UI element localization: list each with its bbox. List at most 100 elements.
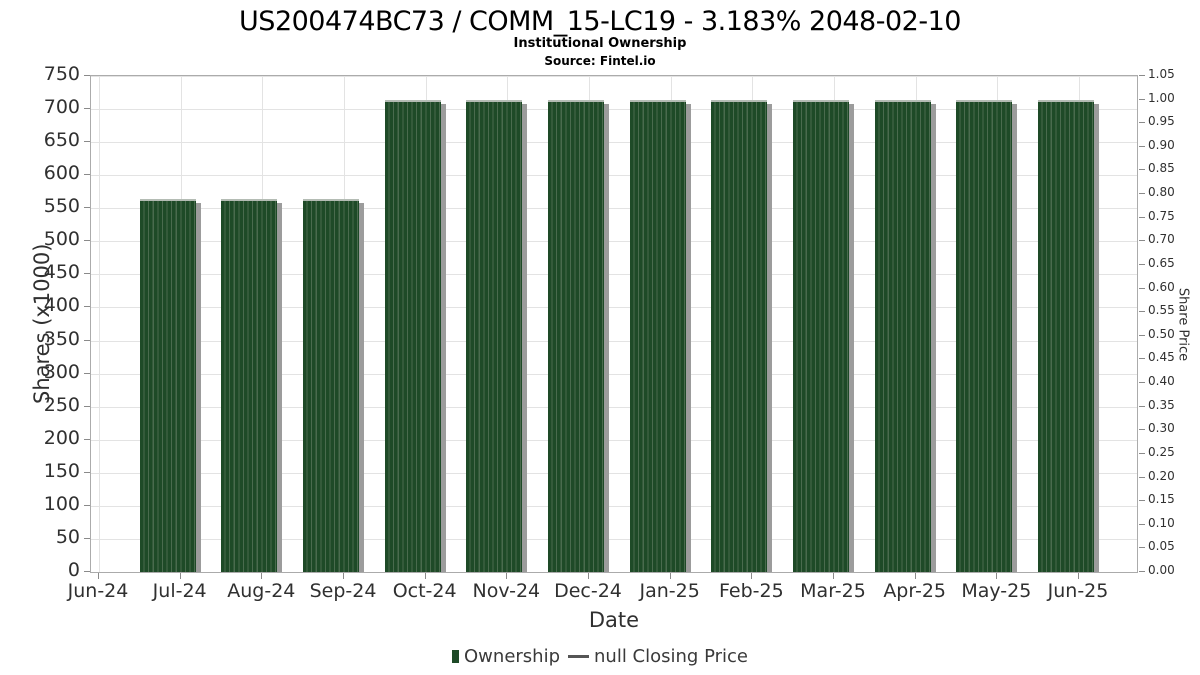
y-axis-tick-label-left: 650 <box>43 129 80 152</box>
y-axis-tickmark-left <box>84 405 90 407</box>
y-axis-tick-label-right: 0.60 <box>1148 279 1175 294</box>
y-axis-tickmark-left <box>84 174 90 176</box>
y-axis-label-right: Share Price <box>1175 287 1191 362</box>
ownership-bar-Jun-25[interactable] <box>1038 99 1094 572</box>
y-axis-tickmark-left <box>84 75 90 76</box>
x-axis-tickmark <box>424 573 426 579</box>
ownership-bar-Aug-24[interactable] <box>221 199 278 572</box>
gridline-horizontal <box>91 373 1137 375</box>
x-axis-tick-label: Apr-25 <box>883 580 946 602</box>
y-axis-tick-label-left: 100 <box>43 492 80 515</box>
y-axis-tickmark-right <box>1139 571 1145 572</box>
y-axis-tickmark-right <box>1139 98 1145 100</box>
x-axis-tick-label: Jan-25 <box>639 580 700 602</box>
x-axis-tick-label: Aug-24 <box>227 580 296 602</box>
gridline-horizontal <box>91 307 1137 309</box>
y-axis-tick-label-right: 0.70 <box>1148 232 1175 247</box>
ownership-swatch-icon <box>452 650 460 663</box>
y-axis-tickmark-right <box>1139 122 1145 124</box>
y-axis-tickmark-left <box>84 537 90 539</box>
y-axis-tick-label-left: 450 <box>43 261 80 284</box>
y-axis-tick-label-right: 0.75 <box>1148 208 1175 223</box>
ownership-bar-Sep-24[interactable] <box>303 199 359 572</box>
y-axis-tick-label-right: 1.05 <box>1148 67 1175 81</box>
y-axis-tickmark-right <box>1139 358 1145 360</box>
chart-title: US200474BC73 / COMM_15-LC19 - 3.183% 204… <box>239 6 961 37</box>
y-axis-tickmark-right <box>1139 263 1145 265</box>
y-axis-tick-label-left: 300 <box>43 360 80 383</box>
chart-source: Source: Fintel.io <box>544 54 656 68</box>
legend-item-closing-price[interactable]: null Closing Price <box>568 646 748 667</box>
y-axis-tickmark-right <box>1139 547 1145 549</box>
y-axis-tick-label-right: 1.00 <box>1148 90 1175 105</box>
y-axis-tickmark-right <box>1139 287 1145 289</box>
ownership-bar-Apr-25[interactable] <box>874 99 931 572</box>
x-axis-tickmark <box>506 573 508 579</box>
y-axis-label-left: Shares (x1000) <box>30 243 54 404</box>
ownership-bar-Mar-25[interactable] <box>793 99 849 572</box>
y-axis-tickmark-right <box>1139 382 1145 384</box>
y-axis-tick-label-left: 700 <box>43 96 80 119</box>
gridline-horizontal <box>91 340 1137 342</box>
y-axis-tick-label-right: 0.55 <box>1148 303 1175 318</box>
y-axis-tickmark-right <box>1139 145 1145 147</box>
y-axis-tickmark-right <box>1139 523 1145 525</box>
x-axis-tickmark <box>588 573 589 579</box>
y-axis-tick-label-left: 200 <box>43 426 80 449</box>
gridline-vertical <box>99 76 100 572</box>
y-axis-tick-label-right: 0.10 <box>1148 515 1175 530</box>
x-axis-tick-label: May-25 <box>961 580 1032 602</box>
gridline-horizontal <box>91 472 1137 474</box>
y-axis-tickmark-right <box>1139 405 1145 407</box>
gridline-horizontal <box>91 406 1137 408</box>
ownership-bar-Dec-24[interactable] <box>548 99 604 572</box>
y-axis-tick-label-right: 0.40 <box>1148 374 1175 389</box>
y-axis-tick-label-right: 0.20 <box>1148 468 1175 483</box>
legend-label-ownership: Ownership <box>464 646 561 667</box>
y-axis-tick-label-right: 0.45 <box>1148 350 1175 365</box>
y-axis-tick-label-right: 0.50 <box>1148 326 1175 341</box>
y-axis-tick-label-left: 550 <box>43 195 80 218</box>
ownership-bar-Nov-24[interactable] <box>466 99 523 572</box>
y-axis-tick-label-left: 350 <box>43 327 80 350</box>
gridline-horizontal <box>91 274 1137 276</box>
y-axis-tickmark-left <box>84 108 90 110</box>
y-axis-tick-label-left: 500 <box>43 228 80 251</box>
ownership-bar-Feb-25[interactable] <box>711 99 768 572</box>
x-axis-label: Date <box>588 608 640 632</box>
gridline-horizontal <box>91 76 1137 77</box>
y-axis-tickmark-left <box>84 372 90 374</box>
x-axis-tickmark <box>343 573 344 579</box>
x-axis-tick-label: Jul-24 <box>152 580 207 602</box>
gridline-horizontal <box>91 241 1137 243</box>
x-axis-tickmark <box>1078 573 1079 579</box>
y-axis-tickmark-right <box>1139 429 1145 431</box>
ownership-bar-May-25[interactable] <box>956 99 1013 572</box>
x-axis-tickmark <box>914 573 916 579</box>
y-axis-tick-label-left: 50 <box>55 525 80 548</box>
ownership-bar-Oct-24[interactable] <box>384 99 441 572</box>
y-axis-tick-label-right: 0.05 <box>1148 539 1175 554</box>
y-axis-tick-label-left: 750 <box>43 63 80 85</box>
y-axis-tickmark-left <box>84 240 90 242</box>
x-axis-tick-label: Jun-24 <box>67 580 129 602</box>
y-axis-tickmark-right <box>1139 75 1145 76</box>
x-axis-tickmark <box>669 573 671 579</box>
ownership-bar-Jan-25[interactable] <box>629 99 686 572</box>
legend-item-ownership[interactable]: Ownership <box>452 646 560 667</box>
y-axis-tickmark-right <box>1139 452 1145 454</box>
y-axis-tickmark-left <box>84 306 90 308</box>
closing-price-line-icon <box>568 655 590 658</box>
y-axis-tickmark-left <box>84 504 90 506</box>
y-axis-tickmark-right <box>1139 500 1145 502</box>
y-axis-tick-label-right: 0.30 <box>1148 421 1175 436</box>
x-axis-tick-label: Jun-25 <box>1047 580 1109 602</box>
y-axis-tick-label-right: 0.65 <box>1148 255 1175 270</box>
gridline-horizontal <box>91 439 1137 441</box>
legend: Ownership null Closing Price <box>0 646 1200 667</box>
ownership-bar-Jul-24[interactable] <box>139 199 196 572</box>
gridline-horizontal <box>91 208 1137 210</box>
y-axis-tickmark-left <box>84 571 90 572</box>
x-axis-tick-label: Feb-25 <box>718 580 784 602</box>
y-axis-tickmark-left <box>84 273 90 275</box>
